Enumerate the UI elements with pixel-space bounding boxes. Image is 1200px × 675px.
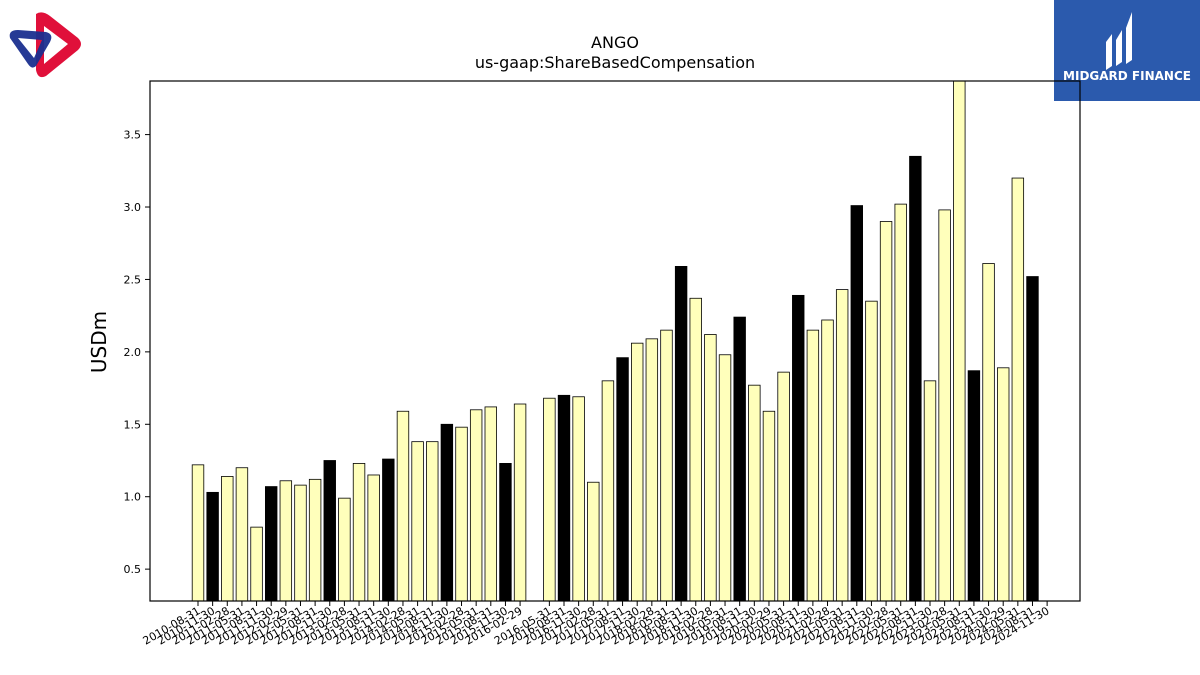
logo-blue-swoosh (9, 30, 52, 68)
bar-2014-11-30 (440, 423, 454, 602)
bar-2019-02-28 (704, 334, 717, 602)
bar-2011-11-30 (264, 486, 278, 602)
bar-2012-11-30 (323, 460, 336, 602)
bar-2017-05-31 (601, 380, 615, 602)
bar-2020-11-30 (806, 329, 820, 602)
bar-2018-02-28 (645, 338, 659, 602)
bar-2020-05-31 (777, 371, 790, 602)
bar-2023-02-28 (938, 209, 951, 602)
y-tick-label: 3.0 (124, 201, 142, 214)
y-tick-label: 0.5 (124, 563, 142, 576)
bar-2022-02-28 (879, 221, 893, 602)
bar-2020-02-29 (762, 410, 776, 602)
bar-2023-05-31 (953, 80, 966, 602)
brand-name: MIDGARD FINANCE (1063, 69, 1191, 83)
x-axis: 2010-08-312010-11-302011-02-282011-05-31… (141, 601, 1052, 648)
bar-2019-11-30 (748, 384, 761, 602)
bar-2012-02-29 (279, 480, 293, 602)
bar-2022-11-30 (923, 380, 937, 602)
bar-2014-02-28 (396, 410, 410, 602)
bar-2016-11-30 (572, 396, 585, 602)
bar-2012-08-31 (308, 478, 322, 602)
bar-2016-05-31 (543, 397, 556, 602)
chart-title: ANGO (591, 33, 639, 52)
y-tick-label: 1.0 (124, 491, 142, 504)
y-axis-label: USDm (87, 311, 111, 373)
bar-2018-11-30 (689, 297, 702, 602)
y-tick-label: 3.5 (124, 129, 142, 142)
bar-2022-05-31 (894, 203, 907, 602)
plot-frame (149, 80, 1081, 602)
bar-2017-11-30 (631, 342, 644, 602)
bar-2021-08-31 (850, 205, 864, 602)
bar-2024-05-31 (1011, 177, 1025, 602)
y-tick-label: 2.0 (124, 346, 142, 359)
bar-2018-05-31 (660, 329, 673, 602)
bar-2021-11-30 (865, 300, 878, 602)
chart-subtitle: us-gaap:ShareBasedCompensation (475, 53, 755, 72)
brand-logo-icon (9, 12, 81, 78)
bar-2013-11-30 (382, 458, 395, 602)
y-tick-label: 2.5 (124, 273, 142, 286)
bar-2015-11-30 (499, 462, 512, 602)
bar-2010-08-31 (191, 464, 205, 602)
bar-2010-11-30 (206, 491, 219, 602)
bar-2019-08-31 (733, 316, 746, 602)
bar-2022-08-31 (909, 155, 922, 602)
bar-2011-02-28 (221, 476, 234, 602)
bar-2024-02-29 (997, 367, 1010, 602)
midgard-finance-logo: MIDGARD FINANCE (1054, 0, 1200, 101)
bar-2020-08-31 (792, 294, 805, 602)
bar-2017-08-31 (616, 357, 629, 602)
logo-red-swoosh (36, 12, 81, 78)
bar-2021-02-28 (821, 319, 834, 602)
bar-2021-05-31 (835, 289, 849, 602)
bar-2014-08-31 (426, 441, 439, 602)
bar-2016-08-31 (557, 394, 571, 602)
bar-2015-05-31 (469, 409, 483, 602)
bar-2015-02-28 (455, 426, 468, 602)
midgard-m-icon (1106, 12, 1132, 70)
bar-2023-08-31 (967, 370, 981, 602)
y-tick-label: 1.5 (124, 418, 142, 431)
bar-2016-02-29 (513, 403, 527, 602)
bar-2015-08-31 (484, 406, 498, 602)
bar-2013-05-31 (352, 462, 366, 602)
bar-2013-08-31 (367, 474, 380, 602)
bar-2011-08-31 (250, 526, 263, 602)
bar-2019-05-31 (718, 354, 732, 602)
bar-2017-02-28 (587, 481, 600, 602)
bar-2012-05-31 (294, 484, 307, 602)
bar-2018-08-31 (674, 265, 688, 602)
bar-2013-02-28 (338, 497, 351, 602)
bar-2024-08-31 (1026, 276, 1039, 602)
bar-2023-11-30 (982, 263, 995, 602)
y-axis: 0.5 1.0 1.5 2.0 2.5 3.0 3.5 (124, 129, 150, 576)
bar-2014-05-31 (411, 441, 424, 602)
bars-layer (191, 80, 1039, 602)
bar-2011-05-31 (235, 467, 249, 602)
